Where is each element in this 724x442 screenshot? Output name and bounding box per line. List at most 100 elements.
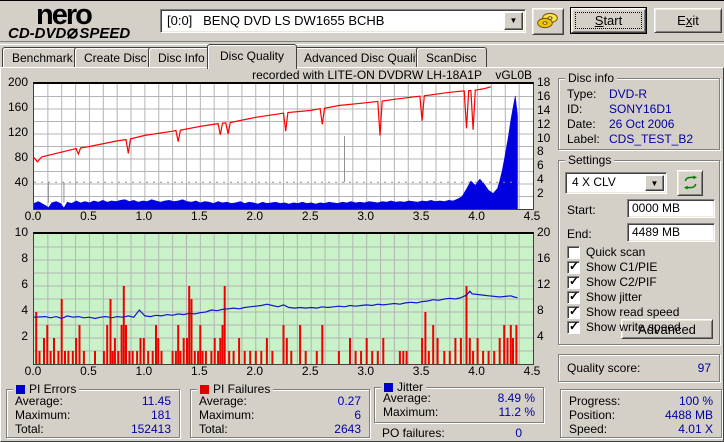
quality-score-label: Quality score:	[567, 361, 641, 375]
y-axis-left-tick: 160	[7, 100, 28, 114]
advanced-button[interactable]: Advanced	[621, 319, 713, 339]
y-axis-right-tick: 6	[537, 158, 544, 173]
jitter-legend: Jitter	[381, 380, 427, 394]
disc-type-value: DVD-R	[609, 87, 647, 101]
quality-score-box: Quality score: 97	[558, 354, 720, 382]
exit-button[interactable]: Exit	[654, 8, 722, 33]
x-axis-tick: 0.5	[80, 209, 97, 223]
jitter-group: Jitter Average: 8.49 % Maximum: 11.2 %	[374, 380, 544, 423]
start-position-input[interactable]: 0000 MB	[627, 199, 715, 218]
end-position-input[interactable]: 4489 MB	[627, 223, 715, 242]
tab-disc-quality[interactable]: Disc Quality	[207, 44, 298, 69]
checkbox-box[interactable]	[567, 319, 580, 334]
pi-failures-group: PI Failures Average: 0.27 Maximum: 6 Total…	[190, 382, 370, 438]
x-axis-tick: 3.0	[357, 364, 374, 378]
focus-rectangle	[575, 12, 642, 29]
drive-select-value: [0:0] BENQ DVD LS DW1655 BCHB	[167, 13, 385, 28]
y-axis-right-tick: 12	[537, 116, 551, 131]
x-axis-tick: 2.5	[301, 364, 319, 378]
x-axis-tick: 3.5	[412, 209, 430, 223]
start-button[interactable]: Start	[571, 8, 646, 33]
disc-info-group: Disc info Type: DVD-R ID: SONY16D1 Date: 26…	[558, 71, 720, 150]
disc-date-label: Date:	[567, 117, 596, 131]
chevron-down-icon[interactable]: ▼	[504, 12, 523, 30]
tab-benchmark[interactable]: Benchmark	[2, 47, 83, 68]
start-button-label: S	[594, 13, 604, 28]
end-position-label: End:	[567, 227, 592, 241]
chevron-down-icon[interactable]: ▼	[645, 175, 664, 191]
progress-value: 100 %	[678, 394, 713, 408]
disc-label-value: CDS_TEST_B2	[609, 132, 694, 146]
tab-advanced-disc-quality[interactable]: Advanced Disc Quality	[294, 47, 435, 68]
quality-score-value: 97	[697, 361, 711, 375]
window-top-border	[0, 0, 724, 1]
x-axis-tick: 4.5	[523, 209, 541, 223]
disc-type-label: Type:	[567, 87, 597, 101]
checkbox-box[interactable]	[567, 289, 580, 304]
y-axis-right-tick: 16	[537, 88, 551, 103]
x-axis-tick: 4.0	[468, 209, 485, 223]
refresh-icon	[683, 175, 698, 193]
refresh-button[interactable]	[677, 170, 703, 196]
jitter-average: 8.49 %	[497, 391, 535, 405]
eject-disc-button[interactable]	[532, 8, 564, 35]
pi-errors-group: PI Errors Average: 11.45 Maximum: 181 Tota…	[6, 382, 180, 438]
speed-value: 4.01 X	[678, 422, 713, 436]
recorded-with-label: recorded with LITE-ON DVDRW LH-18A1P vGL…	[252, 68, 532, 82]
pi-errors-color-swatch	[16, 385, 25, 394]
jitter-color-swatch	[384, 383, 393, 392]
po-failures-label: PO failures:	[382, 426, 445, 440]
checkbox-box[interactable]	[567, 259, 580, 274]
pi-errors-maximum: 181	[150, 408, 171, 422]
po-failures-row: PO failures: 0	[382, 426, 522, 440]
tab-create-disc[interactable]: Create Disc	[74, 47, 157, 68]
main-quality-chart	[33, 82, 534, 210]
y-axis-right-tick: 12	[537, 277, 551, 291]
pi-failures-total: 2643	[334, 422, 361, 436]
logo-cd-dvd-text: CD-DVD	[8, 25, 67, 42]
disc-id-value: SONY16D1	[609, 102, 672, 116]
x-axis-tick: 1.5	[190, 364, 208, 378]
checkbox-box[interactable]	[567, 246, 580, 259]
y-axis-right-tick: 18	[537, 75, 551, 89]
disc-label-label: Label:	[567, 132, 600, 146]
settings-legend: Settings	[565, 153, 615, 167]
y-axis-left-tick: 10	[14, 225, 28, 239]
start-position-label: Start:	[567, 203, 596, 217]
pi-failures-maximum: 6	[354, 408, 361, 422]
disc-info-legend: Disc info	[565, 71, 618, 85]
y-axis-right-tick: 14	[537, 102, 551, 117]
disc-id-label: ID:	[567, 102, 583, 116]
x-axis-tick: 4.0	[468, 364, 485, 378]
progress-panel: Progress: 100 % Position: 4488 MB Speed: 4.…	[560, 389, 722, 438]
jitter-maximum: 11.2 %	[498, 405, 535, 419]
x-axis-tick: 1.0	[135, 209, 153, 223]
pi-failures-average: 0.27	[337, 394, 361, 408]
y-axis-left-tick: 8	[21, 251, 28, 265]
scan-speed-select[interactable]: 4 X CLV ▼	[565, 172, 667, 194]
drive-select[interactable]: [0:0] BENQ DVD LS DW1655 BCHB ▼	[160, 9, 526, 33]
x-axis-tick: 0.0	[24, 364, 42, 378]
checkbox-box[interactable]	[567, 304, 580, 319]
y-axis-left-tick: 120	[7, 125, 28, 139]
disc-slash-icon	[66, 25, 79, 42]
exit-button-label: E	[677, 13, 686, 28]
po-failures-value: 0	[515, 426, 522, 440]
y-axis-left-tick: 4	[21, 303, 28, 317]
x-axis-tick: 0.0	[24, 209, 42, 223]
toolbar-separator	[0, 41, 724, 45]
nero-logo: nero CD-DVD SPEED	[8, 1, 138, 42]
pi-errors-average: 11.45	[141, 394, 171, 408]
y-axis-left-tick: 6	[21, 277, 28, 291]
x-axis-tick: 3.5	[412, 364, 430, 378]
scan-speed-value: 4 X CLV	[572, 175, 616, 189]
pi-failures-color-swatch	[200, 385, 209, 394]
y-axis-right-tick: 16	[537, 251, 551, 265]
checkbox-box[interactable]	[567, 274, 580, 289]
tab-scandisc[interactable]: ScanDisc	[416, 47, 487, 68]
y-axis-right-tick: 8	[537, 144, 544, 159]
tab-disc-info[interactable]: Disc Info	[148, 47, 215, 68]
pi-failures-legend: PI Failures	[197, 382, 274, 396]
x-axis-tick: 1.0	[135, 364, 153, 378]
x-axis-tick: 3.0	[357, 209, 374, 223]
